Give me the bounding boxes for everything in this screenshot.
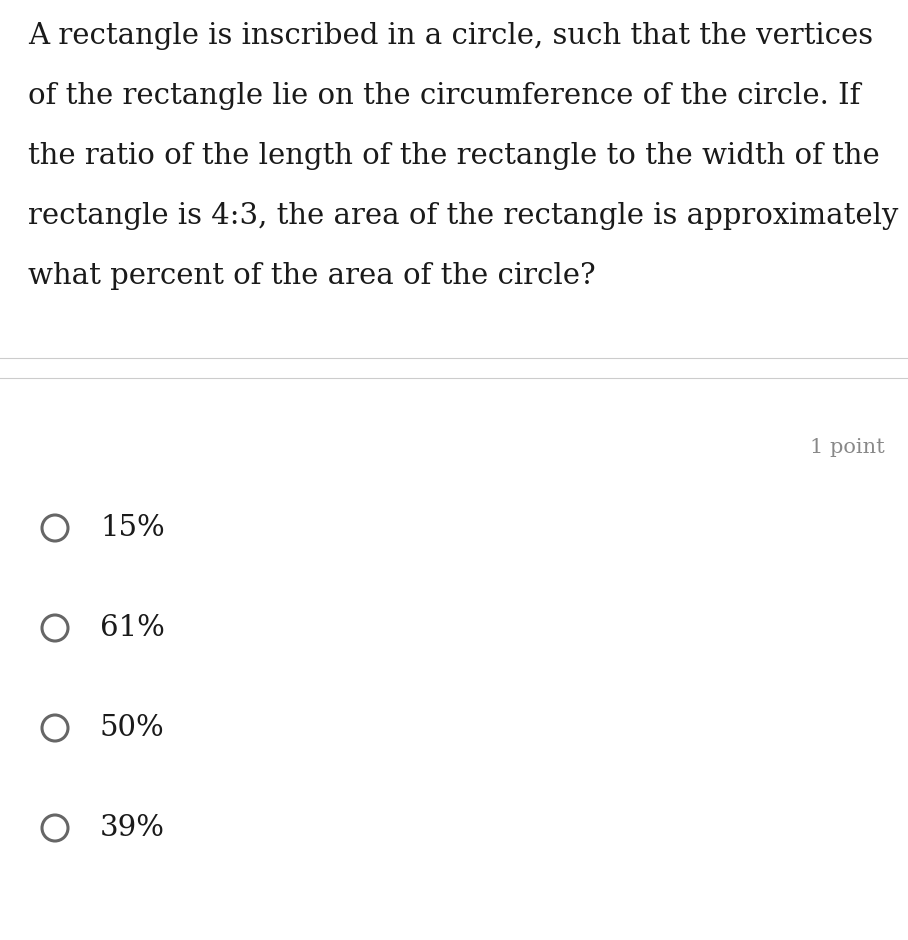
Text: 61%: 61% [100,614,165,642]
Text: of the rectangle lie on the circumference of the circle. If: of the rectangle lie on the circumferenc… [28,82,861,110]
Text: A rectangle is inscribed in a circle, such that the vertices: A rectangle is inscribed in a circle, su… [28,22,873,50]
Text: 39%: 39% [100,814,165,842]
Text: rectangle is 4:3, the area of the rectangle is approximately: rectangle is 4:3, the area of the rectan… [28,202,898,230]
Text: what percent of the area of the circle?: what percent of the area of the circle? [28,262,596,290]
Text: 1 point: 1 point [810,438,885,457]
Text: the ratio of the length of the rectangle to the width of the: the ratio of the length of the rectangle… [28,142,880,170]
Text: 50%: 50% [100,714,164,742]
Text: 15%: 15% [100,514,164,542]
